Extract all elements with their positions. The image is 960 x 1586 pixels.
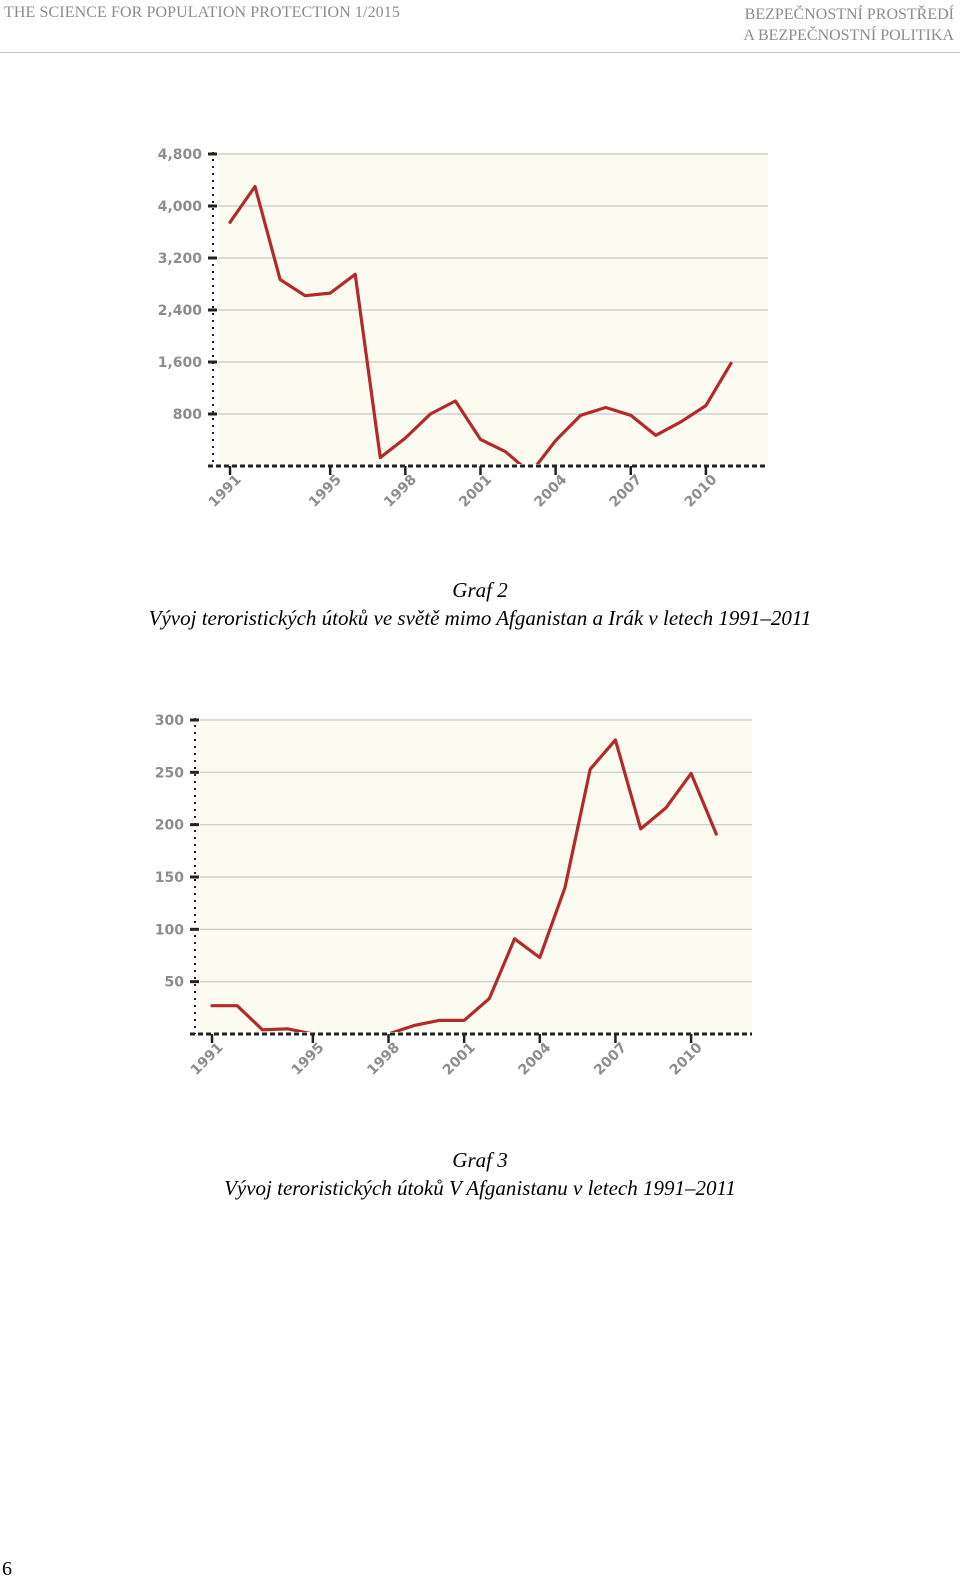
y-tick-label: 800 <box>173 407 202 423</box>
series-line <box>228 184 733 464</box>
y-tick-label: 100 <box>155 922 184 938</box>
page-number: 6 <box>2 1558 12 1580</box>
x-tick-label: 2007 <box>606 472 645 511</box>
caption-label: Graf 3 <box>452 1148 508 1172</box>
y-tick-label: 3,200 <box>158 251 203 267</box>
x-tick-label: 1995 <box>306 472 345 511</box>
x-tick-label: 1998 <box>381 472 420 511</box>
y-tick-label: 2,400 <box>158 303 203 319</box>
x-tick-label: 2007 <box>591 1040 630 1079</box>
x-tick-label: 1991 <box>206 472 245 511</box>
y-tick-label: 150 <box>155 870 184 886</box>
y-tick-label: 1,600 <box>158 355 203 371</box>
x-tick-label: 2004 <box>531 472 570 511</box>
y-tick-label: 4,000 <box>158 199 203 215</box>
plot-area <box>200 718 752 1034</box>
x-tick-label: 2001 <box>440 1040 479 1079</box>
x-tick-label: 2010 <box>667 1040 706 1079</box>
y-tick-label: 200 <box>155 818 184 834</box>
caption-graf-3: Graf 3 Vývoj teroristických útoků V Afga… <box>0 1146 960 1202</box>
series-line <box>210 738 718 1032</box>
x-tick-label: 1995 <box>289 1040 328 1079</box>
journal-title: THE SCIENCE FOR POPULATION PROTECTION 1/… <box>4 4 400 21</box>
section-title-line2: A BEZPEČNOSTNÍ POLITIKA <box>743 27 954 44</box>
caption-text: Vývoj teroristických útoků V Afganistanu… <box>224 1176 736 1200</box>
chart-graf-3: 50 100 150 200 250 300 1991 1995 1998 2001 2004 200… <box>155 713 752 1079</box>
x-tick-label: 2004 <box>516 1040 555 1079</box>
caption-text: Vývoj teroristických útoků ve světě mimo… <box>148 606 812 630</box>
header-divider <box>0 52 960 53</box>
y-tick-label: 250 <box>155 765 184 781</box>
y-tick-label: 300 <box>155 713 184 729</box>
y-tick-label: 50 <box>165 975 185 991</box>
x-tick-label: 2010 <box>682 472 721 511</box>
y-tick-label: 4,800 <box>158 147 203 163</box>
chart-graf-2: 800 1,600 2,400 3,200 4,000 4,800 1991 1995 1998… <box>158 147 768 511</box>
x-tick-label: 2001 <box>456 472 495 511</box>
section-title: BEZPEČNOSTNÍ PROSTŘEDÍ A BEZPEČNOSTNÍ PO… <box>743 4 954 46</box>
x-tick-label: 1991 <box>188 1040 227 1079</box>
x-tick-label: 1998 <box>364 1040 403 1079</box>
section-title-line1: BEZPEČNOSTNÍ PROSTŘEDÍ <box>744 6 954 23</box>
caption-graf-2: Graf 2 Vývoj teroristických útoků ve svě… <box>0 576 960 632</box>
caption-label: Graf 2 <box>452 578 508 602</box>
